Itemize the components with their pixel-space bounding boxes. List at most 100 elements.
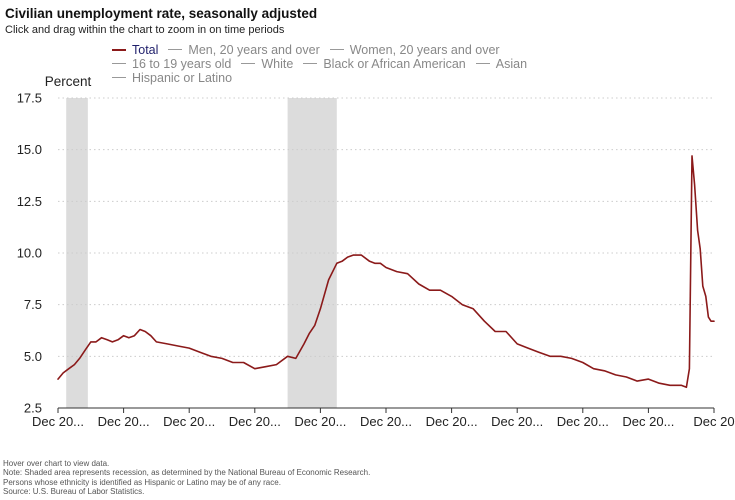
footnote-source: Source: U.S. Bureau of Labor Statistics. xyxy=(3,486,145,496)
data-point[interactable] xyxy=(252,366,257,371)
data-point[interactable] xyxy=(241,360,246,365)
data-point[interactable] xyxy=(230,360,235,365)
data-point[interactable] xyxy=(690,153,695,158)
data-point[interactable] xyxy=(449,294,454,299)
data-point[interactable] xyxy=(77,356,82,361)
data-point[interactable] xyxy=(698,246,703,251)
data-point[interactable] xyxy=(471,306,476,311)
data-point[interactable] xyxy=(548,354,553,359)
data-point[interactable] xyxy=(334,261,339,266)
data-point[interactable] xyxy=(394,269,399,274)
data-point[interactable] xyxy=(326,277,331,282)
data-point[interactable] xyxy=(359,253,364,258)
legend-item-women-20-years-and-over[interactable]: Women, 20 years and over xyxy=(329,43,500,57)
data-point[interactable] xyxy=(602,368,607,373)
unemployment-chart[interactable]: 2.5 5.0 7.5 10.0 12.5 15.0 17.5 Dec 20... Dec 20… xyxy=(0,0,735,455)
data-point[interactable] xyxy=(340,259,345,264)
data-point[interactable] xyxy=(176,344,181,349)
data-point[interactable] xyxy=(83,348,88,353)
data-point[interactable] xyxy=(121,333,126,338)
series-layer xyxy=(56,153,717,390)
data-point[interactable] xyxy=(72,362,77,367)
data-point[interactable] xyxy=(692,182,697,187)
legend-item-hispanic-or-latino[interactable]: Hispanic or Latino xyxy=(112,71,232,85)
data-point[interactable] xyxy=(482,319,487,324)
data-point[interactable] xyxy=(154,339,159,344)
data-point[interactable] xyxy=(274,362,279,367)
data-point[interactable] xyxy=(110,339,115,344)
data-point[interactable] xyxy=(613,372,618,377)
legend-item-men-20-years-and-over[interactable]: Men, 20 years and over xyxy=(168,43,320,57)
data-point[interactable] xyxy=(148,333,153,338)
data-point[interactable] xyxy=(684,385,689,390)
series-line-total[interactable] xyxy=(57,155,715,389)
data-point[interactable] xyxy=(208,354,213,359)
data-point[interactable] xyxy=(703,294,708,299)
data-point[interactable] xyxy=(695,228,700,233)
data-point[interactable] xyxy=(427,288,432,293)
data-point[interactable] xyxy=(367,259,372,264)
x-tick-label: Dec 20... xyxy=(32,414,84,429)
legend-item-black-or-african-american[interactable]: Black or African American xyxy=(303,57,466,71)
data-point[interactable] xyxy=(372,261,377,266)
legend-item-asian[interactable]: Asian xyxy=(475,57,527,71)
data-point[interactable] xyxy=(312,323,317,328)
data-point[interactable] xyxy=(580,360,585,365)
data-point[interactable] xyxy=(526,346,531,351)
data-point[interactable] xyxy=(99,335,104,340)
data-point[interactable] xyxy=(132,333,137,338)
data-point[interactable] xyxy=(345,255,350,260)
data-point[interactable] xyxy=(657,381,662,386)
x-tick-label: Dec 20... xyxy=(622,414,674,429)
data-point[interactable] xyxy=(405,271,410,276)
data-point[interactable] xyxy=(591,366,596,371)
data-point[interactable] xyxy=(138,327,143,332)
data-point[interactable] xyxy=(126,335,131,340)
data-point[interactable] xyxy=(116,337,121,342)
data-point[interactable] xyxy=(56,377,61,382)
legend-row: Total Men, 20 years and over Women, 20 yea… xyxy=(112,43,672,57)
legend-item-total[interactable]: Total xyxy=(112,43,158,57)
legend-item-16-to-19-years-old[interactable]: 16 to 19 years old xyxy=(112,57,231,71)
data-point[interactable] xyxy=(493,329,498,334)
data-point[interactable] xyxy=(515,341,520,346)
data-point[interactable] xyxy=(105,337,110,342)
data-point[interactable] xyxy=(378,261,383,266)
data-point[interactable] xyxy=(706,315,711,320)
data-point[interactable] xyxy=(384,265,389,270)
data-point[interactable] xyxy=(88,339,93,344)
data-point[interactable] xyxy=(187,346,192,351)
data-point[interactable] xyxy=(687,366,692,371)
data-point[interactable] xyxy=(66,366,71,371)
data-point[interactable] xyxy=(285,354,290,359)
data-point[interactable] xyxy=(569,356,574,361)
y-tick-label: 17.5 xyxy=(17,91,42,106)
data-point[interactable] xyxy=(351,253,356,258)
data-point[interactable] xyxy=(624,375,629,380)
data-point[interactable] xyxy=(220,356,225,361)
data-point[interactable] xyxy=(635,379,640,384)
data-point[interactable] xyxy=(679,383,684,388)
data-point[interactable] xyxy=(536,350,541,355)
data-point[interactable] xyxy=(416,282,421,287)
data-point[interactable] xyxy=(460,302,465,307)
data-point[interactable] xyxy=(712,319,717,324)
data-point[interactable] xyxy=(668,383,673,388)
data-point[interactable] xyxy=(302,341,307,346)
data-point[interactable] xyxy=(61,370,66,375)
data-point[interactable] xyxy=(165,341,170,346)
data-point[interactable] xyxy=(504,329,509,334)
data-point[interactable] xyxy=(307,331,312,336)
data-point[interactable] xyxy=(198,350,203,355)
y-tick-label: 12.5 xyxy=(17,194,42,209)
legend-item-white[interactable]: White xyxy=(241,57,293,71)
data-point[interactable] xyxy=(700,284,705,289)
data-point[interactable] xyxy=(318,306,323,311)
data-point[interactable] xyxy=(558,354,563,359)
data-point[interactable] xyxy=(646,377,651,382)
data-point[interactable] xyxy=(263,364,268,369)
data-point[interactable] xyxy=(438,288,443,293)
data-point[interactable] xyxy=(143,329,148,334)
data-point[interactable] xyxy=(94,339,99,344)
data-point[interactable] xyxy=(293,356,298,361)
